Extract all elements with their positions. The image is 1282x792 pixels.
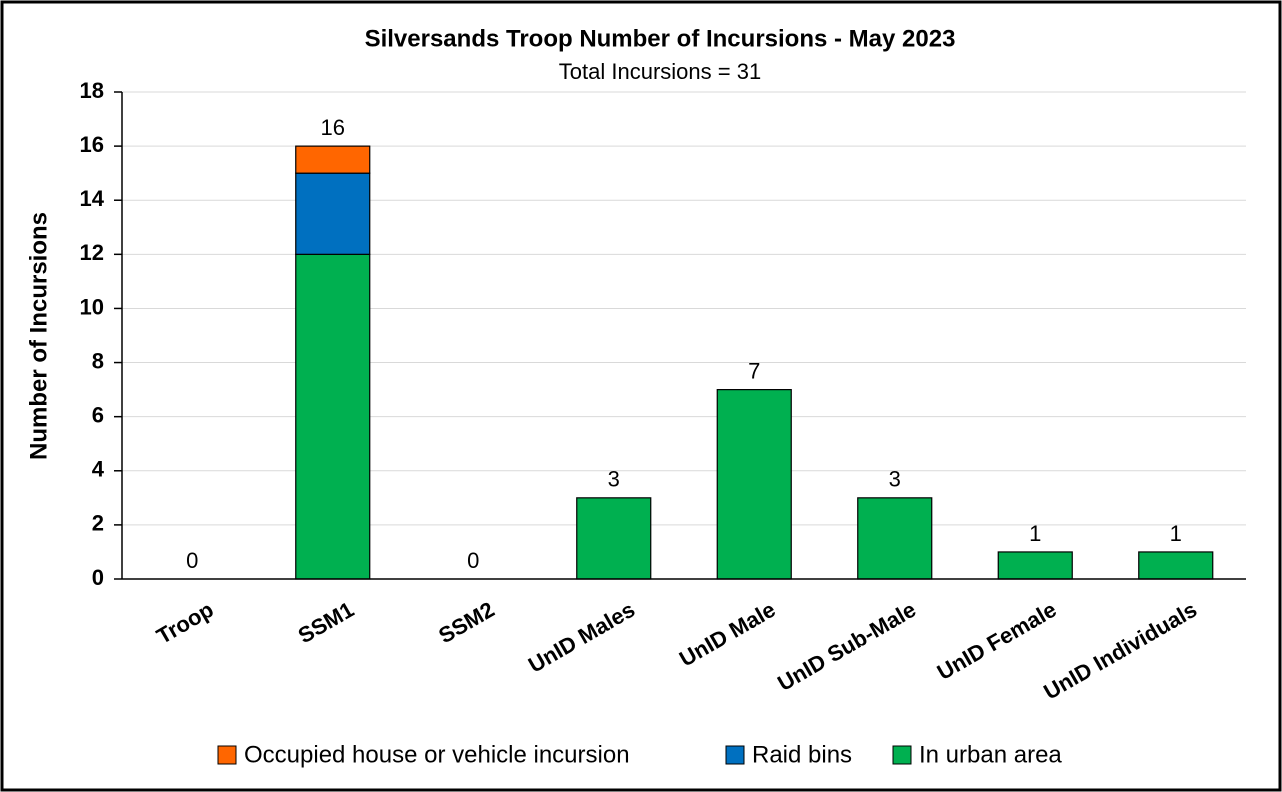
y-tick-label: 6 (92, 402, 104, 427)
chart-title: Silversands Troop Number of Incursions -… (365, 25, 956, 52)
y-tick-label: 4 (92, 457, 105, 482)
y-tick-label: 8 (92, 348, 104, 373)
y-tick-label: 14 (80, 186, 105, 211)
legend-label: Occupied house or vehicle incursion (244, 741, 630, 768)
data-label: 1 (1029, 521, 1041, 546)
bar-segment (295, 253, 371, 580)
data-label: 16 (321, 115, 345, 140)
bar-segment (295, 145, 371, 174)
legend-label: Raid bins (752, 741, 852, 768)
data-label: 0 (186, 548, 198, 573)
chart-subtitle: Total Incursions = 31 (559, 59, 761, 84)
legend-swatch (892, 745, 912, 765)
y-tick-label: 2 (92, 511, 104, 536)
data-label: 0 (467, 548, 479, 573)
legend-swatch (725, 745, 745, 765)
data-label: 7 (748, 358, 760, 383)
y-tick-label: 12 (80, 240, 104, 265)
y-tick-label: 16 (80, 132, 104, 157)
legend-label: In urban area (919, 741, 1062, 768)
data-label: 1 (1170, 521, 1182, 546)
bar-segment (857, 497, 933, 580)
y-tick-label: 0 (92, 565, 104, 590)
bar-segment (716, 389, 792, 580)
data-label: 3 (889, 467, 901, 492)
bar-segment (997, 551, 1073, 580)
bar-segment (1138, 551, 1214, 580)
y-tick-label: 18 (80, 78, 104, 103)
y-tick-label: 10 (80, 294, 104, 319)
legend-swatch (217, 745, 237, 765)
data-label: 3 (608, 467, 620, 492)
bar-segment (295, 172, 371, 255)
y-axis-label: Number of Incursions (25, 212, 52, 460)
bar-segment (576, 497, 652, 580)
